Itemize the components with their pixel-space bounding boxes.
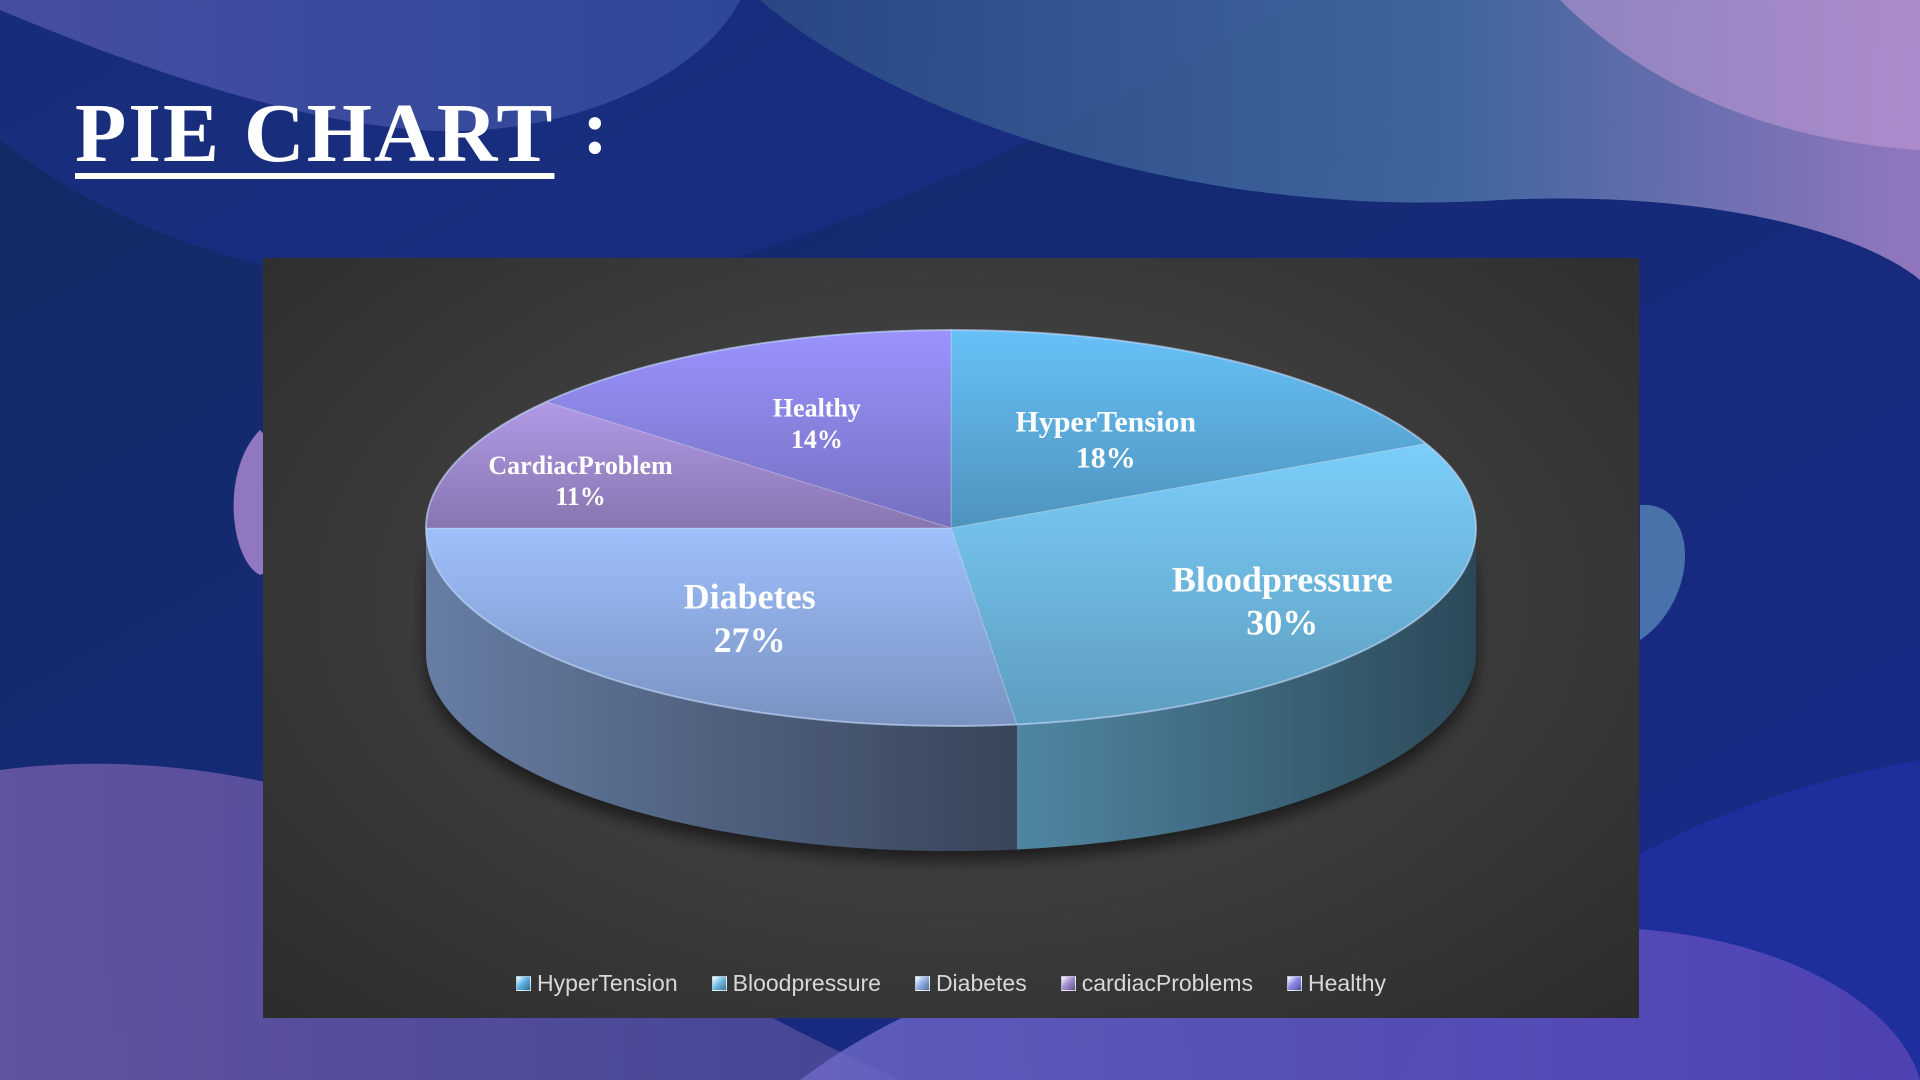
legend-swatch <box>711 975 727 991</box>
legend-item-cardiacproblems: cardiacProblems <box>1060 969 1254 997</box>
pie-sides <box>426 528 1476 851</box>
slice-label-healthy: Healthy <box>773 394 861 423</box>
legend-item-bloodpressure: Bloodpressure <box>711 969 881 997</box>
slice-label-cardiacproblems: CardiacProblem <box>488 451 673 480</box>
legend-swatch <box>914 975 930 991</box>
chart-legend: HyperTension Bloodpressure Diabetes cardiac… <box>263 968 1639 998</box>
legend-item-diabetes: Diabetes <box>914 969 1027 997</box>
legend-label: Diabetes <box>935 969 1027 996</box>
slice-value-diabetes: 27% <box>714 620 786 660</box>
slide-title-text: PIE CHART <box>75 87 555 180</box>
legend-label: HyperTension <box>536 969 678 996</box>
slide-title: PIE CHART: <box>75 90 610 176</box>
pie-top <box>425 329 1477 727</box>
slide-title-colon: : <box>582 86 610 170</box>
legend-swatch <box>1060 975 1076 991</box>
legend-label: cardiacProblems <box>1081 969 1254 996</box>
slice-value-healthy: 14% <box>791 425 843 454</box>
legend-swatch <box>515 975 531 991</box>
pie-rim <box>425 329 1477 727</box>
slice-value-cardiacproblems: 11% <box>555 482 606 511</box>
slice-label-bloodpressure: Bloodpressure <box>1172 559 1393 599</box>
slice-label-diabetes: Diabetes <box>684 577 816 617</box>
legend-label: Healthy <box>1308 969 1386 996</box>
slice-value-bloodpressure: 30% <box>1246 602 1318 642</box>
slice-value-hypertension: 18% <box>1076 442 1136 475</box>
slice-label-hypertension: HyperTension <box>1015 406 1196 439</box>
pie-side-diabetes <box>426 528 1017 851</box>
legend-swatch <box>1287 975 1303 991</box>
chart-panel: HyperTension 18% Bloodpressure 30% Diabetes 2… <box>263 258 1639 1018</box>
legend-item-healthy: Healthy <box>1287 970 1386 997</box>
pie-side-bloodpressure <box>1016 528 1476 850</box>
legend-item-hypertension: HyperTension <box>515 969 678 997</box>
legend-label: Bloodpressure <box>732 969 881 996</box>
